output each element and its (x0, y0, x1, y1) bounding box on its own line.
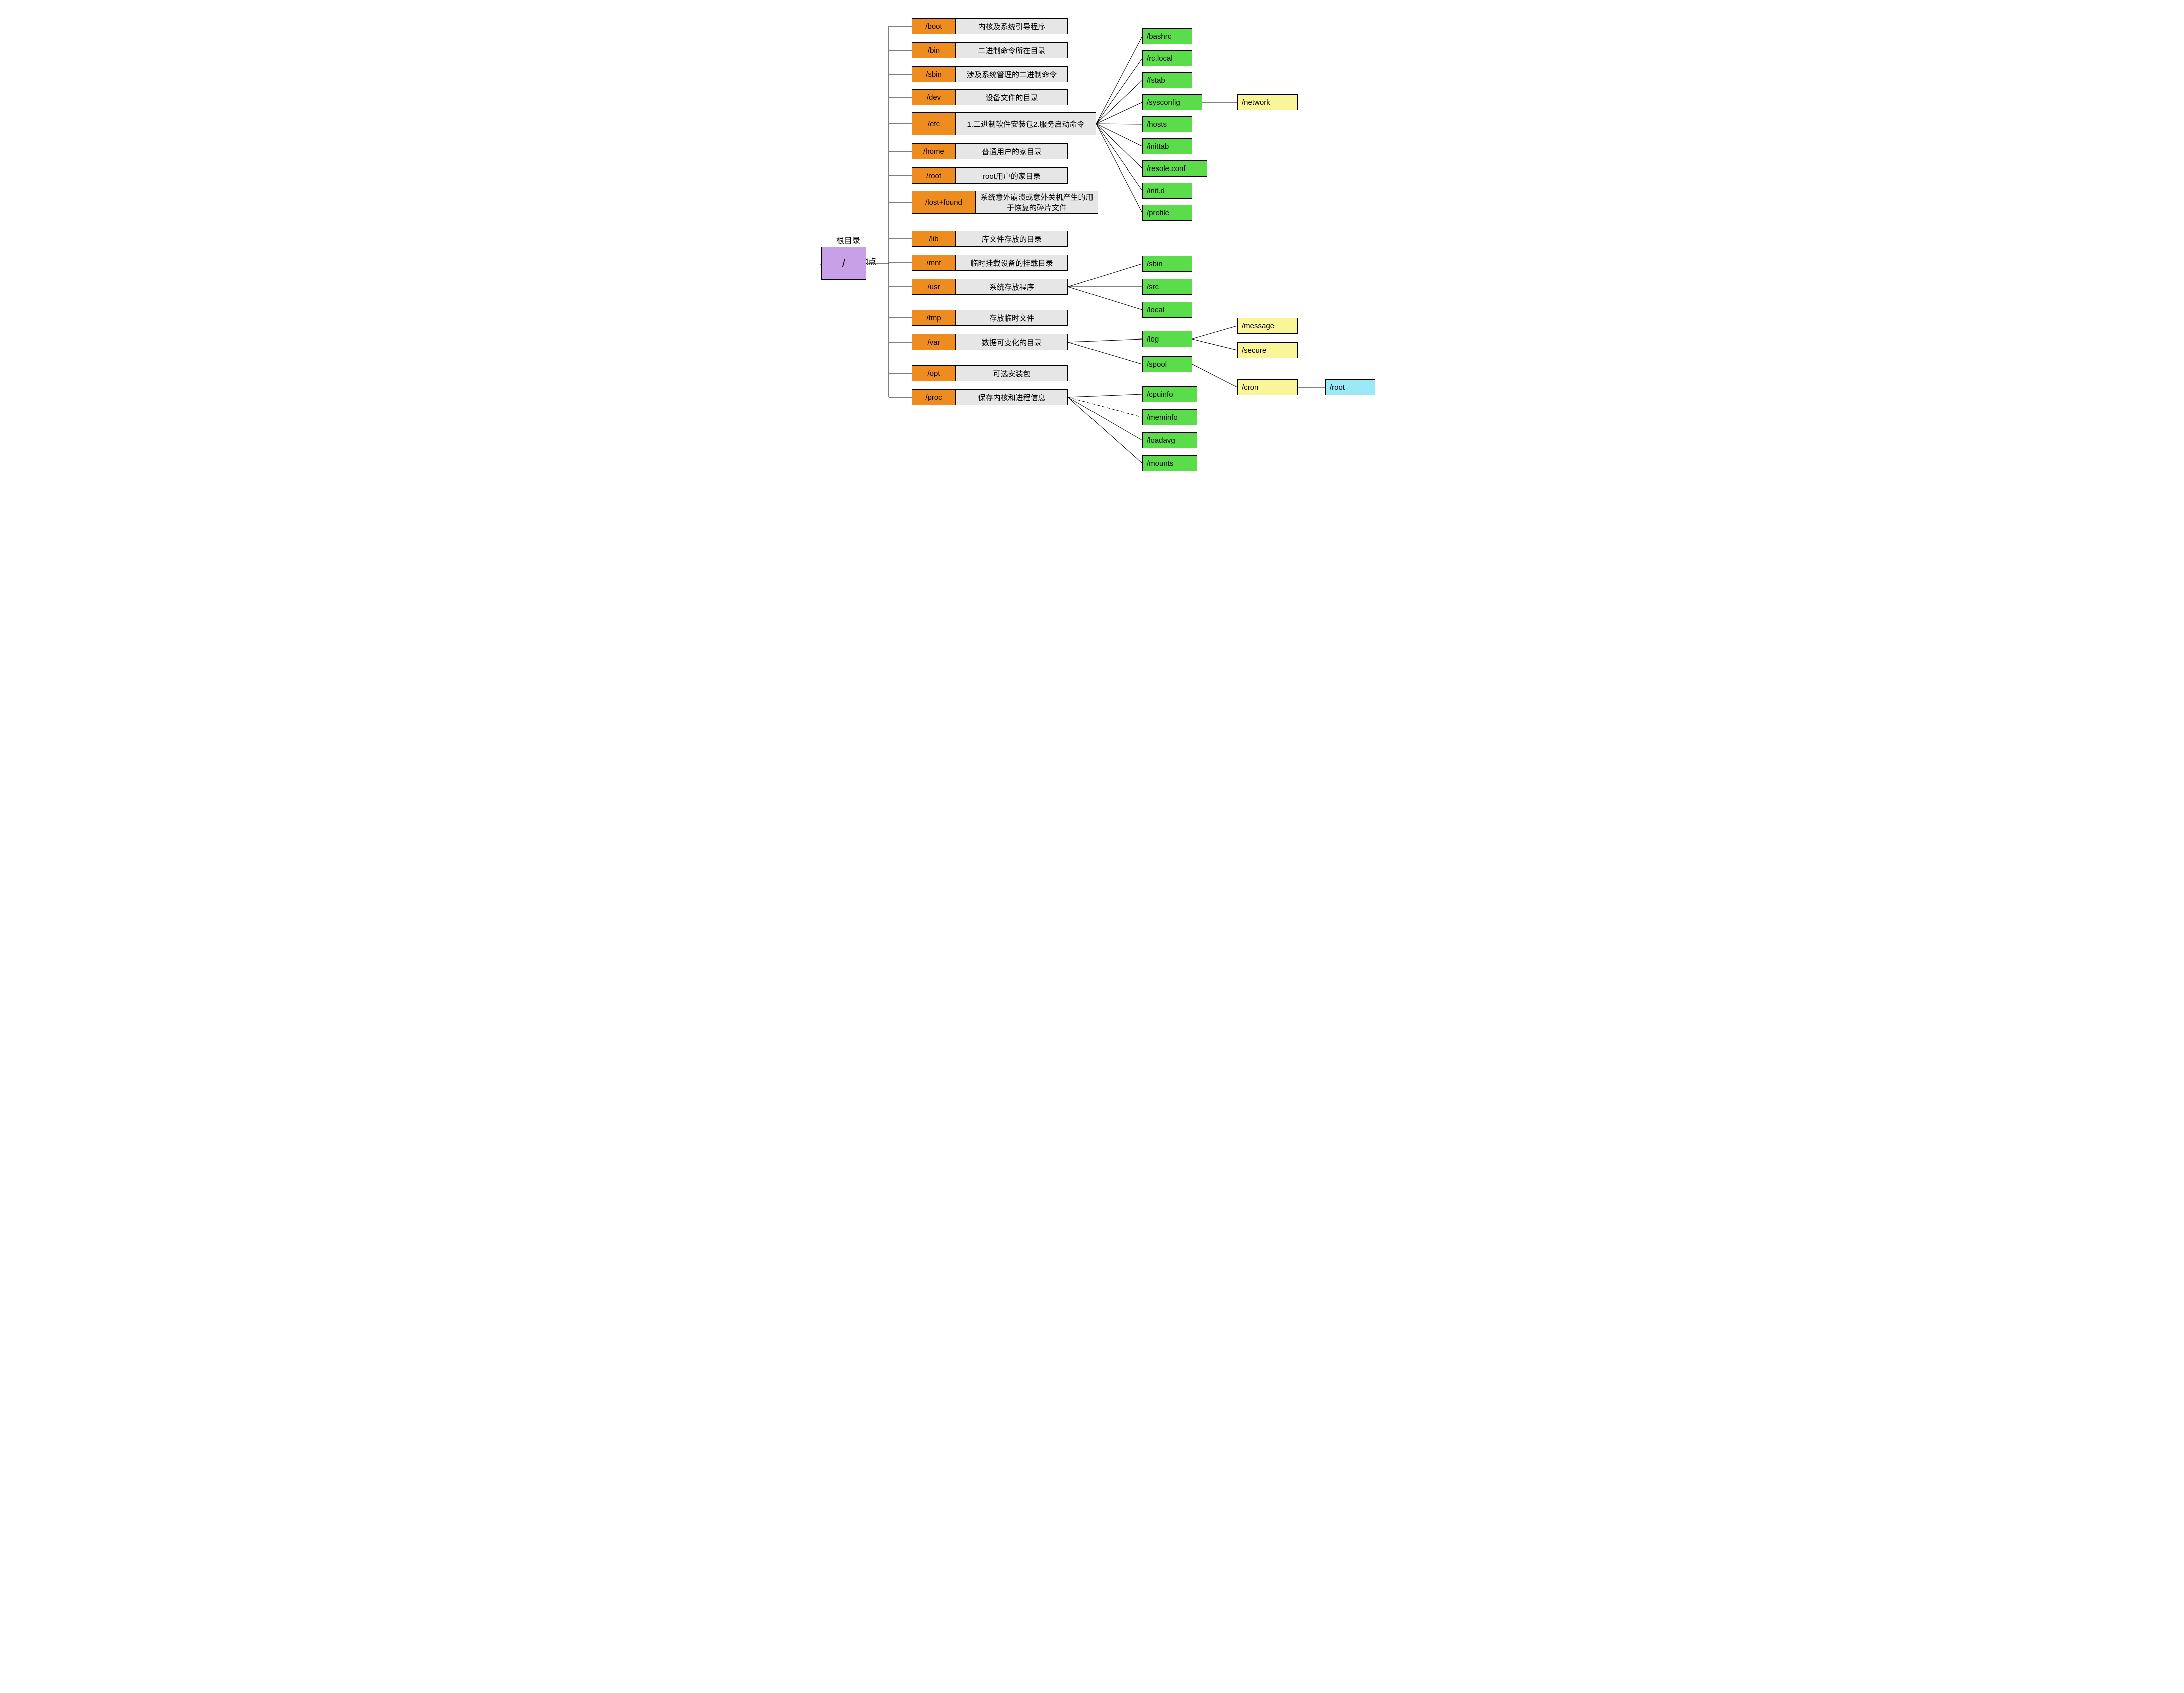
root-node: / (821, 247, 866, 280)
dir-mnt: /mnt (912, 255, 956, 271)
proc-p_cpuinfo: /cpuinfo (1142, 386, 1197, 402)
root-label: / (842, 257, 845, 270)
desc-root: root用户的家目录 (956, 167, 1068, 184)
root-title-line1: 根目录 (836, 237, 860, 245)
spool-spool_cron: /cron (1237, 379, 1298, 395)
etc-profile: /profile (1142, 205, 1192, 221)
etc-initd: /init.d (1142, 183, 1192, 199)
desc-bin: 二进制命令所在目录 (956, 42, 1068, 58)
dir-root: /root (912, 167, 956, 184)
sysconfig-network: /network (1237, 94, 1298, 110)
var-var_spool: /spool (1142, 356, 1192, 372)
dir-proc: /proc (912, 389, 956, 405)
dir-lost: /lost+found (912, 191, 976, 214)
desc-usr: 系统存放程序 (956, 279, 1068, 295)
desc-proc: 保存内核和进程信息 (956, 389, 1068, 405)
usr-usr_local: /local (1142, 302, 1192, 318)
desc-dev: 设备文件的目录 (956, 89, 1068, 105)
var-var_log: /log (1142, 331, 1192, 347)
dir-dev: /dev (912, 89, 956, 105)
log-log_secure: /secure (1237, 342, 1298, 358)
usr-usr_sbin: /sbin (1142, 256, 1192, 272)
desc-lib: 库文件存放的目录 (956, 231, 1068, 247)
desc-etc: 1.二进制软件安装包2.服务启动命令 (956, 112, 1096, 135)
etc-bashrc: /bashrc (1142, 28, 1192, 44)
proc-p_loadavg: /loadavg (1142, 432, 1197, 448)
dir-home: /home (912, 143, 956, 159)
proc-p_meminfo: /meminfo (1142, 409, 1197, 425)
dir-tmp: /tmp (912, 310, 956, 326)
desc-sbin: 涉及系统管理的二进制命令 (956, 66, 1068, 82)
etc-sysconfig: /sysconfig (1142, 94, 1202, 110)
usr-usr_src: /src (1142, 279, 1192, 295)
dir-lib: /lib (912, 231, 956, 247)
dir-etc: /etc (912, 112, 956, 135)
dir-var: /var (912, 334, 956, 350)
desc-mnt: 临时挂载设备的挂载目录 (956, 255, 1068, 271)
dir-boot: /boot (912, 18, 956, 34)
dir-opt: /opt (912, 365, 956, 381)
etc-fstab: /fstab (1142, 72, 1192, 88)
etc-inittab: /inittab (1142, 138, 1192, 154)
desc-opt: 可选安装包 (956, 365, 1068, 381)
desc-tmp: 存放临时文件 (956, 310, 1068, 326)
log-log_message: /message (1237, 318, 1298, 334)
diagram-canvas: 根目录 所有目录的顶点 / /boot内核及系统引导程序/bin二进制命令所在目… (781, 0, 1403, 481)
desc-boot: 内核及系统引导程序 (956, 18, 1068, 34)
etc-hosts: /hosts (1142, 116, 1192, 132)
dir-bin: /bin (912, 42, 956, 58)
desc-home: 普通用户的家目录 (956, 143, 1068, 159)
desc-lost: 系统意外崩溃或意外关机产生的用于恢复的碎片文件 (976, 191, 1098, 214)
etc-rclocal: /rc.local (1142, 50, 1192, 66)
desc-var: 数据可变化的目录 (956, 334, 1068, 350)
proc-p_mounts: /mounts (1142, 455, 1197, 471)
etc-resole: /resole.conf (1142, 160, 1207, 177)
cron-cron_root: /root (1325, 379, 1375, 395)
dir-sbin: /sbin (912, 66, 956, 82)
dir-usr: /usr (912, 279, 956, 295)
